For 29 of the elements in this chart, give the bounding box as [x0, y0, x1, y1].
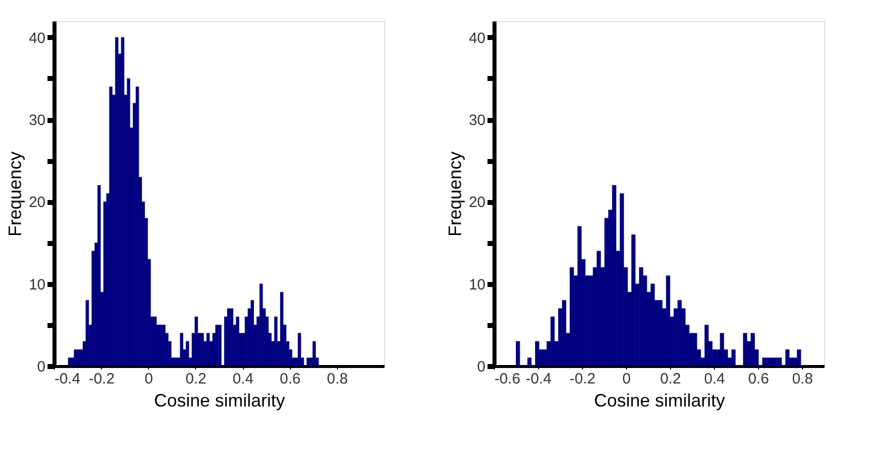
x-axis-title: Cosine similarity	[594, 390, 726, 410]
y-axis-title: Frequency	[4, 151, 25, 237]
y-tick-label: 10	[468, 276, 486, 294]
x-tick-label: 0.2	[186, 370, 206, 388]
y-tick-label: 30	[468, 112, 486, 130]
x-tick-label: -0.4	[526, 370, 552, 388]
x-tick-label: -0.2	[570, 370, 596, 388]
x-tick-label: 0.6	[748, 370, 769, 388]
y-tick-label: 40	[28, 30, 46, 47]
y-tick-label: 10	[28, 276, 46, 294]
x-tick-label: 0.2	[660, 370, 681, 388]
x-tick-label: 0.8	[792, 370, 813, 388]
x-tick-label: 0	[144, 370, 153, 388]
x-tick-label: 0.6	[280, 370, 301, 388]
y-tick-label: 20	[468, 194, 486, 212]
x-axis-title: Cosine similarity	[154, 390, 286, 410]
y-tick-label: 0	[37, 358, 46, 376]
y-tick-label: 30	[28, 112, 46, 130]
y-axis-title: Frequency	[444, 151, 465, 237]
x-tick-label: 0.8	[326, 370, 348, 388]
x-tick-label: 0.4	[232, 370, 254, 388]
y-tick-label: 0	[477, 358, 486, 376]
x-tick-label: 0	[622, 370, 631, 388]
x-tick-label: -0.4	[54, 370, 80, 388]
x-tick-label: -0.2	[88, 370, 115, 388]
y-tick-label: 20	[28, 194, 46, 212]
x-tick-label: 0.4	[704, 370, 725, 388]
x-tick-label: -0.6	[494, 370, 520, 388]
y-tick-label: 40	[468, 30, 486, 47]
